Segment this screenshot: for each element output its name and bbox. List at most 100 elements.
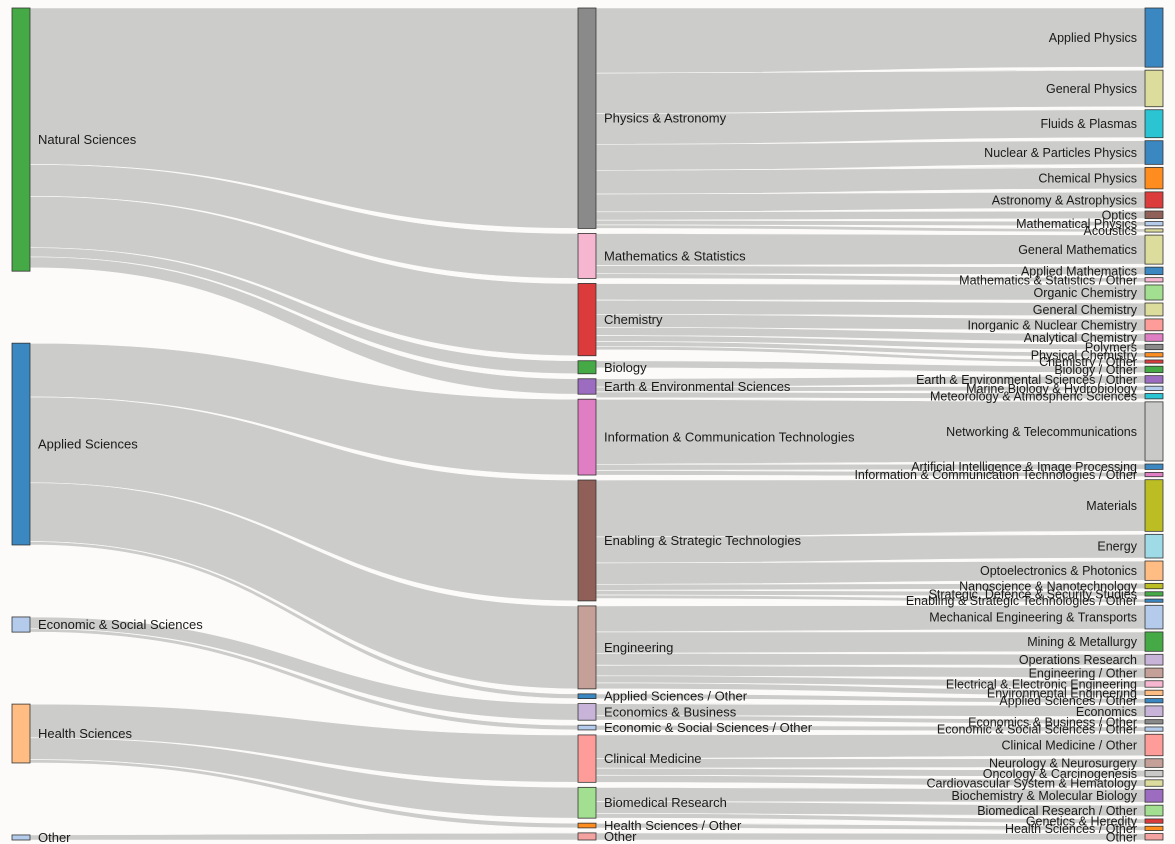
node-earth-environmental-sciences: [577, 378, 597, 395]
node-applied-mathematics: [1144, 266, 1164, 276]
node-label-physical-chemistry: Physical Chemistry: [1031, 348, 1138, 362]
node-label-chemistry: Chemistry: [604, 312, 663, 327]
node-label-biology: Biology: [604, 360, 647, 375]
node-enabling-strategic-technologies: [577, 479, 597, 602]
node-label-mechanical-engineering-transports: Mechanical Engineering & Transports: [929, 611, 1137, 625]
node-label-chemical-physics: Chemical Physics: [1038, 172, 1137, 186]
node-label-nanoscience-nanotechnology: Nanoscience & Nanotechnology: [959, 580, 1138, 594]
node-artificial-intelligence-image-processing: [1144, 463, 1164, 470]
link-natural-sciences-to-mathematics-statistics: [29, 164, 579, 279]
node-biochemistry-molecular-biology: [1144, 788, 1164, 803]
node-label-polymers: Polymers: [1085, 340, 1137, 354]
node-label-other: Other: [1106, 830, 1137, 844]
node-health-sciences: [11, 703, 31, 764]
node-genetics-heredity: [1144, 818, 1164, 824]
node-health-sciences-other: [1144, 825, 1164, 831]
node-energy: [1144, 533, 1164, 559]
node-optics: [1144, 210, 1164, 219]
node-label-clinical-medicine: Clinical Medicine: [604, 751, 702, 766]
node-mathematics-statistics-other: [1144, 277, 1164, 283]
node-economics-business: [577, 703, 597, 721]
node-label-meteorology-atmospheric-sciences: Meteorology & Atmospheric Sciences: [930, 390, 1137, 404]
node-label-other: Other: [604, 829, 637, 844]
node-label-engineering: Engineering: [604, 640, 673, 655]
node-economic-social-sciences-other: [577, 724, 597, 731]
node-label-other: Other: [38, 830, 71, 844]
node-label-neurology-neurosurgery: Neurology & Neurosurgery: [989, 757, 1138, 771]
node-label-applied-mathematics: Applied Mathematics: [1021, 264, 1137, 278]
link-applied-sciences-to-information-communication-technologies: [29, 342, 579, 476]
node-label-health-sciences-other: Health Sciences / Other: [1005, 822, 1137, 836]
node-general-chemistry: [1144, 302, 1164, 317]
node-polymers: [1144, 343, 1164, 351]
node-networking-telecommunications: [1144, 401, 1164, 462]
node-nuclear-particles-physics: [1144, 140, 1164, 165]
node-label-enabling-strategic-technologies: Enabling & Strategic Technologies: [604, 533, 802, 548]
node-label-operations-research: Operations Research: [1019, 653, 1137, 667]
node-mechanical-engineering-transports: [1144, 604, 1164, 630]
node-operations-research: [1144, 653, 1164, 666]
node-mathematical-physics: [1144, 221, 1164, 227]
node-label-nuclear-particles-physics: Nuclear & Particles Physics: [984, 146, 1137, 160]
node-other: [577, 832, 597, 841]
node-marine-biology-hydrobiology: [1144, 385, 1164, 391]
node-health-sciences-other: [577, 822, 597, 829]
node-label-materials: Materials: [1086, 499, 1137, 513]
labels-layer: Natural Sciences Applied Sciences Economic…: [38, 31, 1138, 844]
node-label-biomedical-research: Biomedical Research: [604, 795, 727, 810]
node-materials: [1144, 479, 1164, 532]
node-label-economic-social-sciences-other: Economic & Social Sciences / Other: [604, 720, 813, 735]
node-physical-chemistry: [1144, 352, 1164, 358]
node-label-optics: Optics: [1102, 208, 1137, 222]
node-label-applied-sciences-other: Applied Sciences / Other: [604, 689, 748, 704]
node-label-applied-sciences-other: Applied Sciences / Other: [999, 694, 1137, 708]
node-label-health-sciences-other: Health Sciences / Other: [604, 818, 742, 833]
node-label-earth-environmental-sciences-other: Earth & Environmental Sciences / Other: [916, 373, 1137, 387]
node-label-general-physics: General Physics: [1046, 82, 1137, 96]
node-neurology-neurosurgery: [1144, 758, 1164, 768]
node-label-general-chemistry: General Chemistry: [1033, 303, 1138, 317]
node-label-networking-telecommunications: Networking & Telecommunications: [946, 425, 1137, 439]
node-label-artificial-intelligence-image-processing: Artificial Intelligence & Image Processi…: [911, 460, 1137, 474]
node-label-information-communication-technologies: Information & Communication Technologies: [604, 430, 855, 445]
node-organic-chemistry: [1144, 284, 1164, 301]
node-label-electrical-electronic-engineering: Electrical & Electronic Engineering: [946, 677, 1137, 691]
node-economic-social-sciences-other: [1144, 726, 1164, 732]
node-label-analytical-chemistry: Analytical Chemistry: [1024, 331, 1138, 345]
node-economic-social-sciences: [11, 616, 31, 633]
node-label-biology-other: Biology / Other: [1054, 363, 1137, 377]
node-label-mathematics-statistics: Mathematics & Statistics: [604, 248, 746, 263]
node-other: [1144, 833, 1164, 841]
node-label-physics-astronomy: Physics & Astronomy: [604, 111, 727, 126]
node-label-genetics-heredity: Genetics & Heredity: [1026, 815, 1138, 829]
node-economics: [1144, 705, 1164, 718]
node-biomedical-research: [577, 786, 597, 819]
node-label-energy: Energy: [1097, 540, 1137, 554]
node-meteorology-atmospheric-sciences: [1144, 393, 1164, 400]
node-mathematics-statistics: [577, 233, 597, 279]
node-label-strategic-defence-security-studies: Strategic, Defence & Security Studies: [929, 587, 1137, 601]
node-applied-sciences: [11, 342, 31, 546]
node-inorganic-nuclear-chemistry: [1144, 318, 1164, 332]
node-label-general-mathematics: General Mathematics: [1018, 243, 1137, 257]
node-applied-sciences-other: [577, 693, 597, 700]
node-other: [11, 834, 31, 841]
node-applied-sciences-other: [1144, 698, 1164, 704]
node-label-clinical-medicine-other: Clinical Medicine / Other: [1002, 739, 1137, 753]
node-biology-other: [1144, 365, 1164, 374]
node-applied-physics: [1144, 7, 1164, 68]
node-clinical-medicine: [577, 734, 597, 783]
node-strategic-defence-security-studies: [1144, 591, 1164, 597]
link-other-to-other: [29, 832, 579, 841]
node-information-communication-technologies: [577, 398, 597, 476]
node-fluids-plasmas: [1144, 109, 1164, 139]
node-analytical-chemistry: [1144, 333, 1164, 342]
node-label-engineering-other: Engineering / Other: [1029, 666, 1137, 680]
node-label-mining-metallurgy: Mining & Metallurgy: [1027, 635, 1138, 649]
node-biology: [577, 360, 597, 375]
node-label-mathematical-physics: Mathematical Physics: [1016, 217, 1137, 231]
node-chemical-physics: [1144, 166, 1164, 190]
node-label-biochemistry-molecular-biology: Biochemistry & Molecular Biology: [952, 789, 1138, 803]
link-enabling-strategic-technologies-to-materials: [595, 479, 1146, 538]
